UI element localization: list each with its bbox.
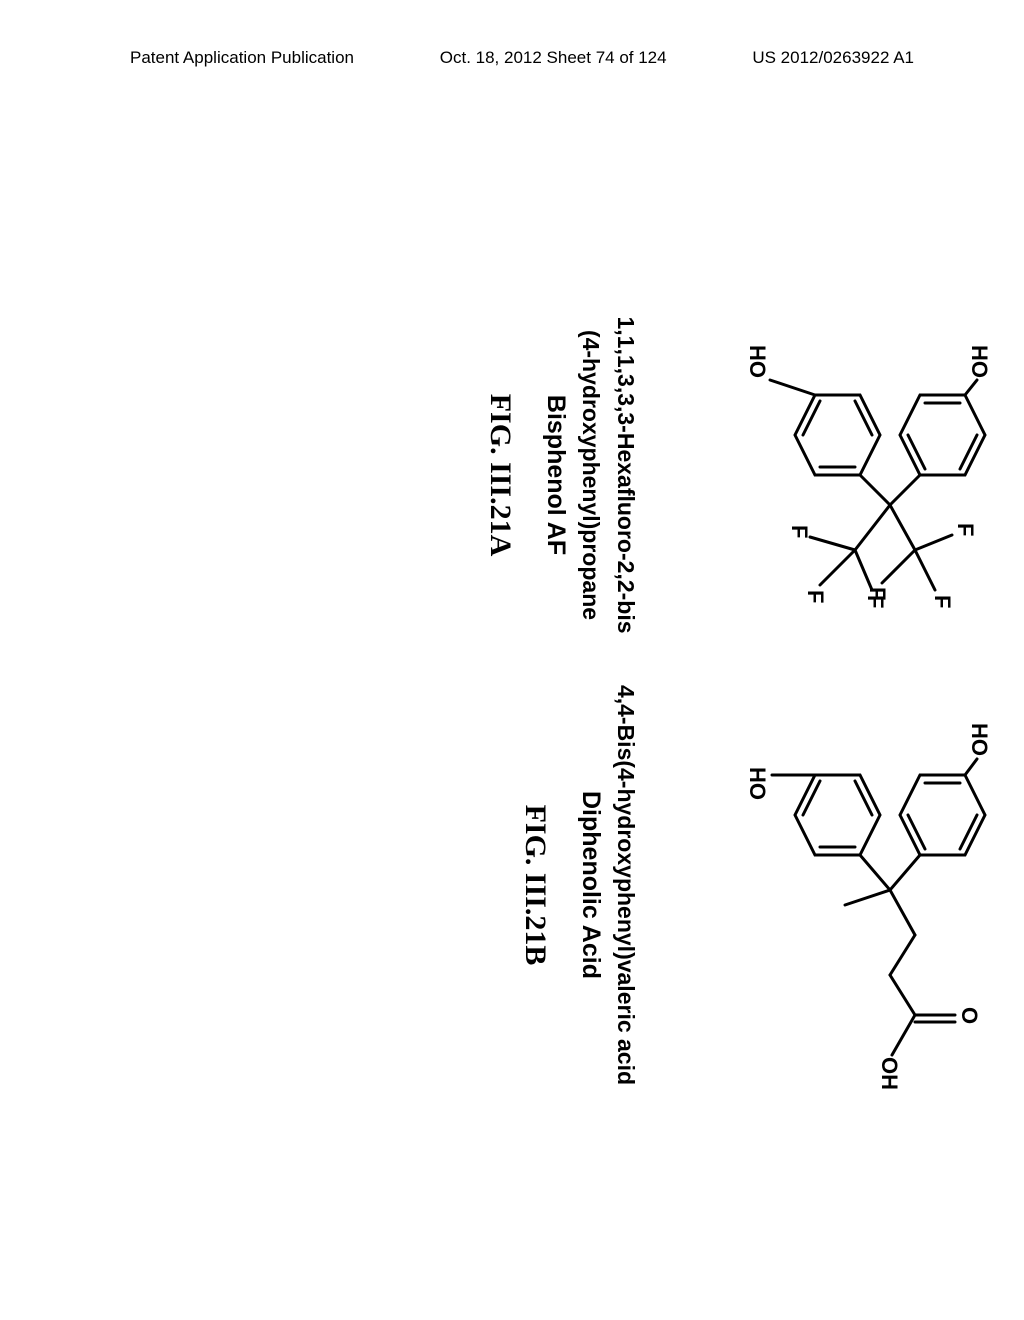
- common-name-a: Bisphenol AF: [542, 395, 571, 555]
- figure-label-b: FIG. III.21B: [518, 805, 552, 966]
- iupac-name-a-line2: (4-hydroxyphenyl)propane: [577, 330, 606, 620]
- chemical-structure-b: HO HO: [670, 695, 1010, 1075]
- figure-row: HO HO: [484, 270, 1011, 1090]
- svg-text:F: F: [930, 595, 955, 608]
- svg-text:OH: OH: [877, 1057, 902, 1090]
- figure-label-a: FIG. III.21A: [484, 394, 518, 557]
- header-publication-number: US 2012/0263922 A1: [752, 48, 914, 68]
- svg-text:F: F: [803, 590, 828, 603]
- svg-text:F: F: [787, 525, 812, 538]
- svg-text:F: F: [953, 523, 978, 536]
- chemical-structure-a: HO HO: [670, 285, 1010, 665]
- common-name-b: Diphenolic Acid: [576, 791, 605, 979]
- svg-text:O: O: [957, 1007, 982, 1024]
- figure-content-rotated: HO HO: [10, 270, 1010, 1090]
- header-date-sheet: Oct. 18, 2012 Sheet 74 of 124: [440, 48, 667, 68]
- header-publication-type: Patent Application Publication: [130, 48, 354, 68]
- figure-panel-a: HO HO: [484, 270, 1011, 680]
- svg-text:HO: HO: [967, 723, 992, 756]
- figure-panel-b: HO HO: [484, 680, 1011, 1090]
- iupac-name-a-line1: 1,1,1,3,3,3-Hexafluoro-2,2-bis: [611, 316, 640, 633]
- iupac-name-b: 4,4-Bis(4-hydroxyphenyl)valeric acid: [611, 685, 640, 1085]
- svg-text:HO: HO: [745, 345, 770, 378]
- page-header: Patent Application Publication Oct. 18, …: [0, 48, 1024, 68]
- svg-text:F: F: [863, 595, 888, 608]
- svg-text:HO: HO: [967, 345, 992, 378]
- svg-text:HO: HO: [745, 767, 770, 800]
